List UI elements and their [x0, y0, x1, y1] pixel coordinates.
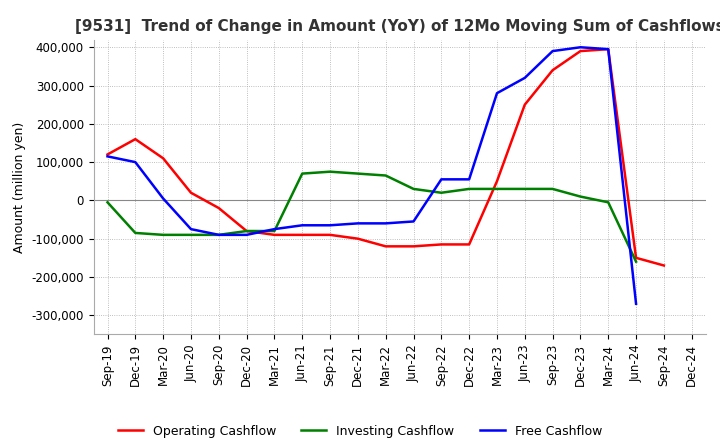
Operating Cashflow: [131, 136, 140, 142]
Operating Cashflow: [354, 236, 362, 241]
Investing Cashflow: [242, 228, 251, 234]
Operating Cashflow: [549, 68, 557, 73]
Free Cashflow: [521, 75, 529, 81]
Free Cashflow: [382, 221, 390, 226]
Investing Cashflow: [492, 186, 501, 191]
Investing Cashflow: [354, 171, 362, 176]
Investing Cashflow: [549, 186, 557, 191]
Investing Cashflow: [131, 230, 140, 235]
Investing Cashflow: [604, 200, 613, 205]
Investing Cashflow: [576, 194, 585, 199]
Investing Cashflow: [215, 232, 223, 238]
Legend: Operating Cashflow, Investing Cashflow, Free Cashflow: Operating Cashflow, Investing Cashflow, …: [113, 420, 607, 440]
Operating Cashflow: [437, 242, 446, 247]
Investing Cashflow: [465, 186, 474, 191]
Operating Cashflow: [631, 255, 640, 260]
Free Cashflow: [409, 219, 418, 224]
Operating Cashflow: [186, 190, 195, 195]
Free Cashflow: [186, 227, 195, 232]
Operating Cashflow: [270, 232, 279, 238]
Free Cashflow: [576, 44, 585, 50]
Free Cashflow: [298, 223, 307, 228]
Free Cashflow: [242, 232, 251, 238]
Title: [9531]  Trend of Change in Amount (YoY) of 12Mo Moving Sum of Cashflows: [9531] Trend of Change in Amount (YoY) o…: [75, 19, 720, 34]
Free Cashflow: [437, 177, 446, 182]
Line: Investing Cashflow: Investing Cashflow: [107, 172, 636, 262]
Operating Cashflow: [660, 263, 668, 268]
Free Cashflow: [159, 196, 168, 201]
Free Cashflow: [604, 47, 613, 52]
Line: Operating Cashflow: Operating Cashflow: [107, 49, 664, 265]
Investing Cashflow: [409, 186, 418, 191]
Free Cashflow: [465, 177, 474, 182]
Investing Cashflow: [186, 232, 195, 238]
Operating Cashflow: [409, 244, 418, 249]
Line: Free Cashflow: Free Cashflow: [107, 47, 636, 304]
Free Cashflow: [325, 223, 334, 228]
Operating Cashflow: [159, 156, 168, 161]
Free Cashflow: [103, 154, 112, 159]
Investing Cashflow: [521, 186, 529, 191]
Operating Cashflow: [103, 152, 112, 157]
Operating Cashflow: [465, 242, 474, 247]
Operating Cashflow: [521, 102, 529, 107]
Y-axis label: Amount (million yen): Amount (million yen): [13, 121, 26, 253]
Operating Cashflow: [576, 48, 585, 54]
Investing Cashflow: [270, 228, 279, 234]
Operating Cashflow: [325, 232, 334, 238]
Free Cashflow: [354, 221, 362, 226]
Investing Cashflow: [631, 259, 640, 264]
Investing Cashflow: [325, 169, 334, 174]
Investing Cashflow: [382, 173, 390, 178]
Operating Cashflow: [604, 47, 613, 52]
Free Cashflow: [131, 159, 140, 165]
Operating Cashflow: [492, 179, 501, 184]
Free Cashflow: [492, 91, 501, 96]
Free Cashflow: [549, 48, 557, 54]
Investing Cashflow: [298, 171, 307, 176]
Free Cashflow: [631, 301, 640, 306]
Operating Cashflow: [242, 228, 251, 234]
Investing Cashflow: [103, 200, 112, 205]
Operating Cashflow: [382, 244, 390, 249]
Operating Cashflow: [215, 205, 223, 211]
Operating Cashflow: [298, 232, 307, 238]
Investing Cashflow: [159, 232, 168, 238]
Free Cashflow: [270, 227, 279, 232]
Investing Cashflow: [437, 190, 446, 195]
Free Cashflow: [215, 232, 223, 238]
